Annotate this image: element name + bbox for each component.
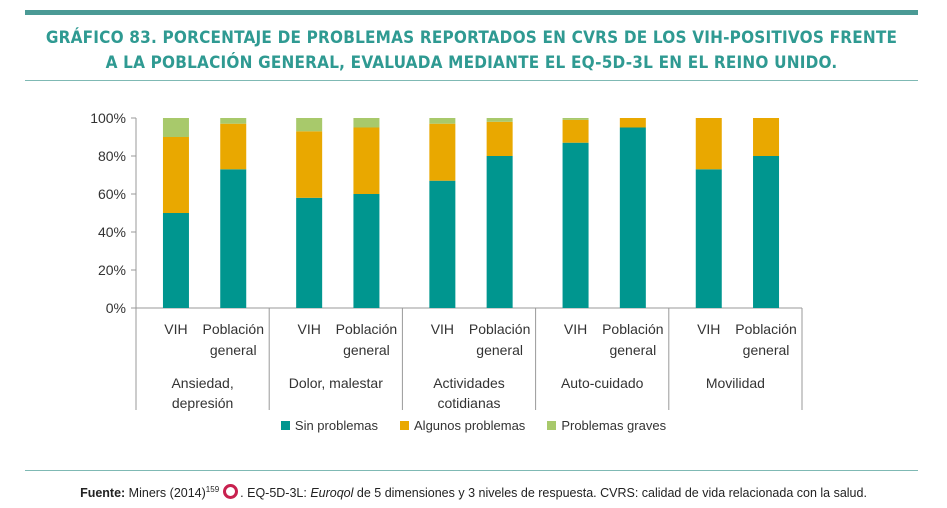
bar-label-g2-b1-line0: Población [469,321,531,337]
y-tick-label-5: 100% [90,110,126,126]
bar-g0-b1-sin-problemas [220,169,247,308]
chart-title-line-2: A LA POBLACIÓN GENERAL, EVALUADA MEDIANT… [105,53,838,73]
legend-item-sin-problemas: Sin problemas [280,418,379,433]
footer-divider [25,470,918,471]
bar-g2-b1-sin-problemas [486,156,513,308]
bar-label-g4-b0-line0: VIH [697,321,720,337]
group-label-1-line0: Dolor, malestar [289,375,383,391]
bar-g4-b1-sin-problemas [753,156,780,308]
bar-g3-b1-sin-problemas [619,127,646,308]
y-tick-label-0: 0% [106,300,126,316]
legend-label-sin-problemas: Sin problemas [294,418,379,433]
bar-g2-b1-problemas-graves [486,118,513,122]
bar-g1-b0-problemas-graves [296,118,323,132]
footer-source-ref: 159 [205,484,220,494]
footer-source: Fuente: Miners (2014)159 . EQ-5D-3L: Euro… [0,484,947,500]
bar-g0-b1-algunos-problemas [220,123,247,170]
chart-legend: Sin problemas Algunos problemas Problema… [0,418,947,433]
bar-g0-b0-algunos-problemas [162,137,189,213]
bar-g0-b1-problemas-graves [220,118,247,124]
footer-text-italic: Euroqol [310,486,354,500]
group-label-0-line0: Ansiedad, [171,375,233,391]
bar-g4-b0-sin-problemas [695,169,722,308]
legend-swatch-sin-problemas [280,421,290,430]
y-tick-label-4: 80% [98,148,126,164]
legend-swatch-problemas-graves [547,421,557,430]
bar-label-g3-b1-line0: Población [602,321,664,337]
reference-link-icon[interactable] [223,484,239,499]
footer-source-author: Miners (2014) [125,486,206,500]
bar-g2-b0-problemas-graves [429,118,456,124]
bar-g2-b1-algunos-problemas [486,121,513,156]
bar-g3-b0-problemas-graves [562,118,589,120]
y-tick-label-3: 60% [98,186,126,202]
bar-label-g4-b1-line1: general [743,342,790,358]
legend-item-algunos-problemas: Algunos problemas [400,418,525,433]
bar-label-g2-b1-line1: general [476,342,523,358]
bar-g4-b0-algunos-problemas [695,118,722,170]
bar-g1-b0-sin-problemas [296,197,323,308]
bar-label-g4-b1-line0: Población [735,321,797,337]
bar-label-g3-b0-line0: VIH [564,321,587,337]
bar-g3-b0-sin-problemas [562,142,589,308]
bar-label-g0-b1-line0: Población [202,321,264,337]
footer-text-2: de 5 dimensiones y 3 niveles de respuest… [353,486,867,500]
bar-label-g0-b0-line0: VIH [164,321,187,337]
legend-item-problemas-graves: Problemas graves [547,418,666,433]
bar-g1-b0-algunos-problemas [296,131,323,198]
bar-g1-b1-problemas-graves [353,118,380,128]
bar-g4-b1-algunos-problemas [753,118,780,156]
legend-swatch-algunos-problemas [400,421,410,430]
stacked-bar-chart: 0% 20% 40% 60% 80% 100% VIH Población general Ans… [90,110,803,411]
title-divider [25,80,918,81]
bar-g0-b0-sin-problemas [162,213,189,308]
bar-label-g1-b0-line0: VIH [297,321,320,337]
group-label-0-line1: depresión [172,395,234,411]
group-label-4-line0: Movilidad [706,375,765,391]
bar-label-g0-b1-line1: general [210,342,257,358]
chart-title-line-1: GRÁFICO 83. PORCENTAJE DE PROBLEMAS REPO… [45,28,898,48]
y-tick-label-1: 20% [98,262,126,278]
bar-g3-b0-algunos-problemas [562,119,589,143]
bar-g1-b1-sin-problemas [353,194,380,308]
top-accent-bar [25,10,918,15]
bar-label-g3-b1-line1: general [609,342,656,358]
group-label-2-line1: cotidianas [437,395,500,411]
legend-label-problemas-graves: Problemas graves [561,418,667,433]
footer-source-label: Fuente: [80,486,126,500]
chart-title: GRÁFICO 83. PORCENTAJE DE PROBLEMAS REPO… [25,26,918,76]
bar-label-g2-b0-line0: VIH [431,321,454,337]
footer-text-1: . EQ-5D-3L: [240,486,311,500]
bar-g0-b0-problemas-graves [162,118,189,137]
bar-g3-b1-algunos-problemas [619,118,646,128]
y-tick-label-2: 40% [98,224,126,240]
bar-g2-b0-algunos-problemas [429,123,456,181]
bar-label-g1-b1-line0: Población [336,321,398,337]
bar-g2-b0-sin-problemas [429,180,456,308]
legend-label-algunos-problemas: Algunos problemas [414,418,526,433]
group-label-3-line0: Auto-cuidado [561,375,644,391]
bar-g1-b1-algunos-problemas [353,127,380,194]
bar-label-g1-b1-line1: general [343,342,390,358]
group-label-2-line0: Actividades [433,375,505,391]
